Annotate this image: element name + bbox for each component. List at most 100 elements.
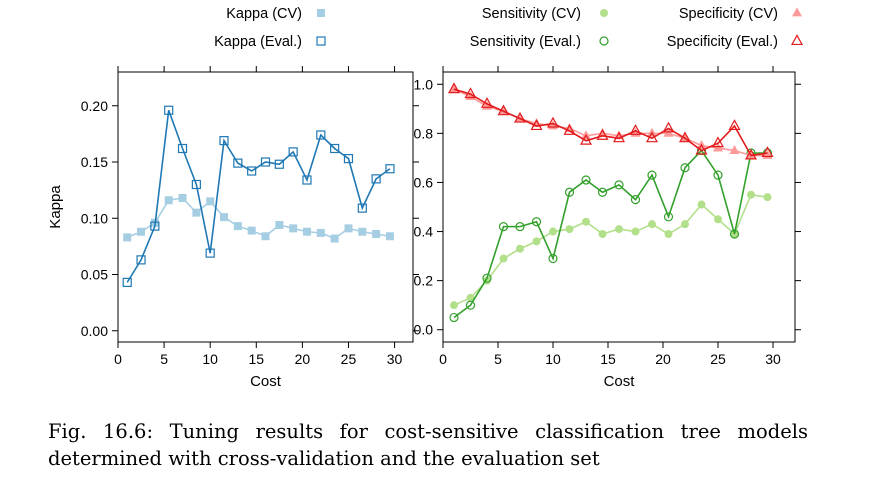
- data-point: [630, 195, 641, 205]
- data-point: [681, 220, 689, 229]
- data-point: [662, 121, 675, 133]
- data-point: [385, 164, 395, 174]
- data-point: [516, 244, 524, 253]
- data-point: [565, 225, 574, 234]
- series-line: [453, 149, 768, 319]
- data-point: [191, 179, 201, 190]
- x-tick-label: 10: [202, 351, 218, 367]
- y-tick-label: 0.8: [414, 125, 434, 141]
- y-tick-label: 1.0: [414, 76, 434, 92]
- data-point: [220, 213, 229, 222]
- x-axis-label: Cost: [604, 373, 636, 390]
- data-point: [581, 175, 591, 185]
- figure: Kappa (CV) Kappa (Eval.) Sensitivity (CV) S…: [47, 6, 804, 390]
- data-point: [697, 200, 706, 209]
- data-point: [343, 154, 354, 164]
- data-point: [177, 143, 188, 154]
- data-point: [260, 157, 271, 167]
- data-point: [372, 230, 381, 238]
- data-point: [136, 255, 146, 265]
- series-specificity-cv: [449, 83, 773, 159]
- data-point: [447, 82, 461, 94]
- series-kappa-cv: [123, 194, 394, 243]
- data-point: [233, 158, 243, 168]
- y-tick-label: 0.0: [414, 322, 434, 338]
- legend-marker: [792, 7, 802, 17]
- data-point: [123, 233, 132, 242]
- data-point: [464, 87, 477, 99]
- legend-item: Specificity (Eval.): [667, 34, 804, 50]
- x-tick-label: 5: [494, 351, 502, 367]
- data-point: [499, 254, 508, 263]
- data-point: [728, 119, 741, 131]
- x-tick-label: 0: [114, 351, 122, 367]
- data-point: [302, 227, 311, 236]
- data-point: [450, 301, 458, 310]
- data-point: [513, 111, 527, 123]
- x-axis-label: Cost: [250, 373, 282, 390]
- x-tick-label: 15: [248, 351, 264, 367]
- data-point: [247, 226, 256, 235]
- data-point: [261, 232, 270, 241]
- data-point: [482, 273, 492, 283]
- data-point: [466, 293, 475, 302]
- data-point: [695, 143, 708, 155]
- y-tick-label: 0.15: [81, 154, 108, 170]
- data-point: [711, 136, 725, 148]
- data-point: [612, 131, 626, 143]
- data-point: [761, 146, 774, 158]
- data-point: [275, 221, 284, 229]
- data-point: [178, 194, 187, 202]
- y-tick-label: 0.4: [414, 224, 434, 240]
- data-point: [680, 163, 690, 173]
- legend-marker: [316, 36, 326, 46]
- data-point: [563, 124, 576, 135]
- data-point: [729, 144, 740, 154]
- data-point: [274, 159, 284, 169]
- data-point: [371, 174, 381, 184]
- x-tick-label: 15: [600, 351, 616, 367]
- data-point: [614, 180, 624, 190]
- data-point: [330, 143, 340, 154]
- legend-marker: [790, 34, 804, 46]
- legend-item: Specificity (CV): [679, 6, 802, 22]
- data-point: [316, 228, 325, 237]
- series-line: [453, 193, 768, 306]
- legend-item: Kappa (Eval.): [214, 34, 326, 50]
- data-point: [357, 203, 367, 213]
- y-tick-label: 0.20: [81, 98, 108, 114]
- data-point: [664, 230, 673, 238]
- data-point: [598, 230, 607, 238]
- data-point: [546, 116, 560, 128]
- data-point: [648, 220, 656, 229]
- data-point: [530, 119, 543, 131]
- x-tick-label: 30: [765, 351, 781, 367]
- legend-item: Sensitivity (CV): [482, 6, 608, 22]
- legend-label: Kappa (CV): [226, 6, 302, 22]
- data-point: [302, 175, 312, 185]
- kappa-panel: 0 5 10 15 20 25 30 0.00 0.05 0.10 0.15 0.20 Cost Kapp…: [47, 66, 419, 390]
- x-tick-label: 25: [341, 351, 357, 367]
- series-line: [126, 109, 391, 283]
- legend-item: Sensitivity (Eval.): [470, 34, 609, 50]
- data-point: [647, 170, 657, 180]
- data-point: [515, 222, 525, 232]
- legend-item: Kappa (CV): [226, 6, 325, 22]
- x-tick-label: 25: [710, 351, 726, 367]
- legend-label: Sensitivity (Eval.): [470, 34, 581, 50]
- data-point: [192, 208, 201, 217]
- y-tick-label: 0.6: [414, 174, 434, 190]
- data-point: [532, 237, 541, 246]
- data-point: [205, 248, 215, 258]
- x-tick-label: 20: [295, 351, 311, 367]
- legend-label: Specificity (Eval.): [667, 34, 778, 50]
- legend-label: Specificity (CV): [679, 6, 778, 22]
- data-point: [548, 253, 558, 264]
- data-point: [564, 187, 575, 197]
- data-point: [449, 83, 459, 93]
- data-point: [596, 129, 609, 140]
- data-point: [358, 227, 367, 236]
- data-point: [645, 131, 659, 143]
- series-line: [453, 88, 768, 157]
- data-point: [597, 187, 608, 197]
